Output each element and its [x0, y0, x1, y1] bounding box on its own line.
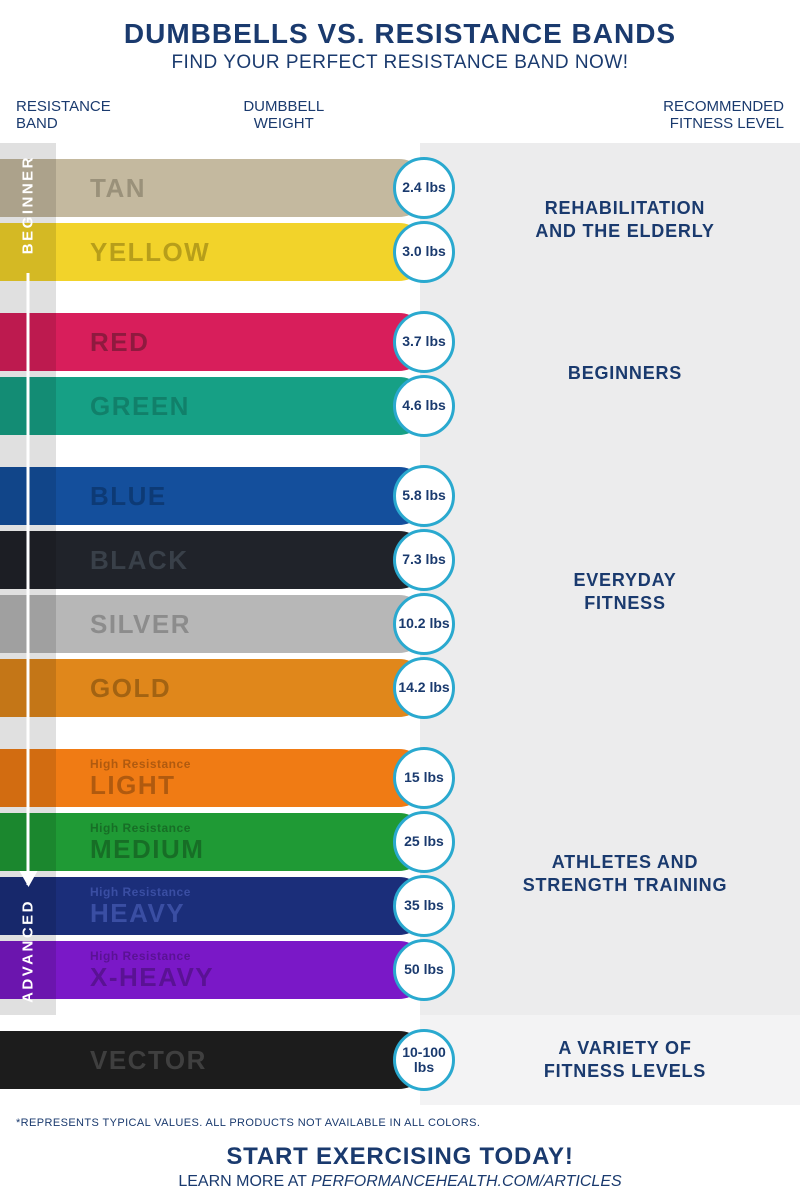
resistance-band-chart: BEGINNER ADVANCED REHABILITATION AND THE…: [0, 143, 800, 1111]
band-bar: YELLOW3.0 lbs: [0, 223, 428, 281]
band-bar: RED3.7 lbs: [0, 313, 428, 371]
band-bar: High ResistanceLIGHT15 lbs: [0, 749, 428, 807]
weight-badge: 15 lbs: [393, 747, 455, 809]
footer-learn-more: LEARN MORE AT PERFORMANCEHEALTH.COM/ARTI…: [0, 1173, 800, 1191]
band-name: GREEN: [90, 393, 190, 419]
band-text: High Resistance LIGHT: [90, 758, 191, 798]
band-row: GREEN 4.6 lbs: [0, 377, 800, 435]
band-row: High Resistance LIGHT 15 lbs: [0, 749, 800, 807]
band-bar: GOLD14.2 lbs: [0, 659, 428, 717]
band-bar: TAN2.4 lbs: [0, 159, 428, 217]
band-bar: BLACK7.3 lbs: [0, 531, 428, 589]
column-headers: RESISTANCE BAND DUMBBELL WEIGHT RECOMMEN…: [0, 84, 800, 143]
footer-cta: START EXERCISING TODAY!: [0, 1143, 800, 1171]
col-header-resistance-band: RESISTANCE BAND: [16, 98, 111, 133]
band-name: BLUE: [90, 483, 167, 509]
band-row: High Resistance X-HEAVY 50 lbs: [0, 941, 800, 999]
band-row: BLUE 5.8 lbs: [0, 467, 800, 525]
band-bar: BLUE5.8 lbs: [0, 467, 428, 525]
band-name: BLACK: [90, 547, 189, 573]
band-prefix: High Resistance: [90, 822, 204, 834]
band-bar: High ResistanceX-HEAVY50 lbs: [0, 941, 428, 999]
band-bar: SILVER10.2 lbs: [0, 595, 428, 653]
band-bar: High ResistanceMEDIUM25 lbs: [0, 813, 428, 871]
band-name: X-HEAVY: [90, 964, 214, 990]
weight-badge: 7.3 lbs: [393, 529, 455, 591]
weight-badge: 3.7 lbs: [393, 311, 455, 373]
band-text: RED: [90, 329, 149, 355]
fitness-group: EVERYDAY FITNESSBLUE5.8 lbsBLACK7.3 lbsS…: [0, 451, 800, 733]
band-prefix: High Resistance: [90, 758, 191, 770]
band-row: VECTOR 10-100 lbs: [0, 1031, 800, 1089]
band-bar: GREEN4.6 lbs: [0, 377, 428, 435]
band-text: BLUE: [90, 483, 167, 509]
band-name: TAN: [90, 175, 146, 201]
group-rows: TAN 2.4 lbs YELLOW 3.0 lbs: [0, 159, 800, 281]
band-text: GREEN: [90, 393, 190, 419]
fitness-group: ATHLETES AND STRENGTH TRAININGHigh Resis…: [0, 733, 800, 1015]
band-row: GOLD 14.2 lbs: [0, 659, 800, 717]
group-rows: VECTOR 10-100 lbs: [0, 1031, 800, 1089]
col-header-fitness-level: RECOMMENDED FITNESS LEVEL: [457, 98, 784, 133]
band-row: RED 3.7 lbs: [0, 313, 800, 371]
footer-url: PERFORMANCEHEALTH.COM/ARTICLES: [311, 1173, 622, 1190]
band-name: LIGHT: [90, 772, 191, 798]
band-row: High Resistance HEAVY 35 lbs: [0, 877, 800, 935]
band-row: SILVER 10.2 lbs: [0, 595, 800, 653]
band-row: YELLOW 3.0 lbs: [0, 223, 800, 281]
band-text: TAN: [90, 175, 146, 201]
weight-badge: 2.4 lbs: [393, 157, 455, 219]
fitness-group: REHABILITATION AND THE ELDERLYTAN2.4 lbs…: [0, 143, 800, 297]
footnote: *REPRESENTS TYPICAL VALUES. ALL PRODUCTS…: [0, 1111, 800, 1129]
weight-badge: 50 lbs: [393, 939, 455, 1001]
weight-badge: 14.2 lbs: [393, 657, 455, 719]
fitness-group: BEGINNERSRED3.7 lbsGREEN4.6 lbs: [0, 297, 800, 451]
weight-badge: 4.6 lbs: [393, 375, 455, 437]
band-name: RED: [90, 329, 149, 355]
band-name: GOLD: [90, 675, 171, 701]
footer-learn-more-prefix: LEARN MORE AT: [178, 1173, 311, 1190]
page-title: DUMBBELLS VS. RESISTANCE BANDS: [0, 18, 800, 50]
col-header-dumbbell-weight: DUMBBELL WEIGHT: [111, 98, 457, 133]
band-text: High Resistance HEAVY: [90, 886, 191, 926]
group-rows: RED 3.7 lbs GREEN 4.6 lbs: [0, 313, 800, 435]
group-rows: High ResistanceLIGHT15 lbsHigh Resistanc…: [0, 749, 800, 999]
band-text: GOLD: [90, 675, 171, 701]
band-bar: VECTOR10-100 lbs: [0, 1031, 428, 1089]
band-text: High Resistance X-HEAVY: [90, 950, 214, 990]
band-name: HEAVY: [90, 900, 191, 926]
band-name: SILVER: [90, 611, 191, 637]
band-text: SILVER: [90, 611, 191, 637]
band-name: VECTOR: [90, 1047, 207, 1073]
band-text: BLACK: [90, 547, 189, 573]
weight-badge: 3.0 lbs: [393, 221, 455, 283]
band-text: High Resistance MEDIUM: [90, 822, 204, 862]
page-subtitle: FIND YOUR PERFECT RESISTANCE BAND NOW!: [0, 52, 800, 74]
weight-badge: 10.2 lbs: [393, 593, 455, 655]
weight-badge: 35 lbs: [393, 875, 455, 937]
footer: START EXERCISING TODAY! LEARN MORE AT PE…: [0, 1129, 800, 1191]
fitness-group: A VARIETY OF FITNESS LEVELSVECTOR10-100 …: [0, 1015, 800, 1105]
band-text: VECTOR: [90, 1047, 207, 1073]
band-name: MEDIUM: [90, 836, 204, 862]
band-text: YELLOW: [90, 239, 210, 265]
band-row: TAN 2.4 lbs: [0, 159, 800, 217]
infographic-container: DUMBBELLS VS. RESISTANCE BANDS FIND YOUR…: [0, 0, 800, 1200]
group-rows: BLUE 5.8 lbs BLACK 7.3 lbs SILVER 10.2 lbs GOL…: [0, 467, 800, 717]
band-prefix: High Resistance: [90, 886, 191, 898]
band-row: High Resistance MEDIUM 25 lbs: [0, 813, 800, 871]
header: DUMBBELLS VS. RESISTANCE BANDS FIND YOUR…: [0, 0, 800, 84]
weight-badge: 10-100 lbs: [393, 1029, 455, 1091]
band-bar: High ResistanceHEAVY35 lbs: [0, 877, 428, 935]
band-name: YELLOW: [90, 239, 210, 265]
band-prefix: High Resistance: [90, 950, 214, 962]
band-row: BLACK 7.3 lbs: [0, 531, 800, 589]
weight-badge: 5.8 lbs: [393, 465, 455, 527]
weight-badge: 25 lbs: [393, 811, 455, 873]
